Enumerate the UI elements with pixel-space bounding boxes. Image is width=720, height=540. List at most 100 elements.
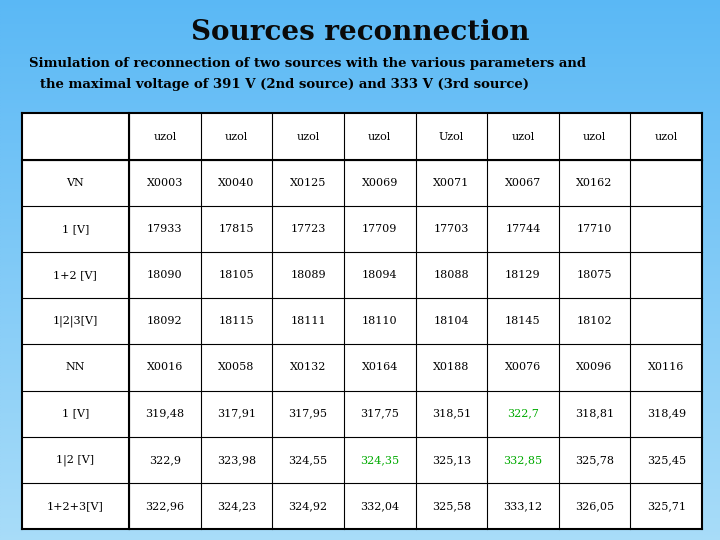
Text: 324,35: 324,35	[360, 455, 400, 465]
Bar	[0, 402, 720, 405]
Bar	[0, 281, 720, 284]
Text: 1 [V]: 1 [V]	[62, 409, 89, 419]
Bar	[0, 513, 720, 516]
Bar	[0, 454, 720, 456]
Bar	[0, 43, 720, 46]
Text: uzol: uzol	[225, 132, 248, 141]
Text: Sources reconnection: Sources reconnection	[191, 19, 529, 46]
Bar	[0, 397, 720, 400]
Bar	[0, 394, 720, 397]
Bar	[0, 446, 720, 448]
Text: uzol: uzol	[368, 132, 392, 141]
Bar	[0, 440, 720, 443]
Bar	[0, 356, 720, 359]
Bar	[0, 127, 720, 130]
Bar	[0, 130, 720, 132]
Bar	[0, 5, 720, 8]
Bar	[0, 213, 720, 216]
Bar	[0, 505, 720, 508]
Bar	[0, 370, 720, 373]
Bar	[0, 367, 720, 370]
Text: 18092: 18092	[147, 316, 183, 326]
Text: 18088: 18088	[433, 270, 469, 280]
Bar	[0, 502, 720, 505]
Text: 18129: 18129	[505, 270, 541, 280]
Bar	[0, 292, 720, 294]
Bar	[0, 232, 720, 235]
Bar	[0, 481, 720, 483]
Bar	[0, 427, 720, 429]
Bar	[0, 167, 720, 170]
Text: 317,95: 317,95	[289, 409, 328, 419]
Bar	[0, 227, 720, 229]
Bar	[0, 332, 720, 335]
Bar	[0, 297, 720, 300]
Bar	[0, 8, 720, 11]
Text: X0164: X0164	[361, 362, 398, 373]
Bar	[0, 146, 720, 148]
Text: 325,78: 325,78	[575, 455, 614, 465]
Bar	[0, 319, 720, 321]
Text: 18094: 18094	[362, 270, 397, 280]
Bar	[0, 246, 720, 248]
Bar	[0, 57, 720, 59]
Bar	[0, 489, 720, 491]
Bar	[0, 173, 720, 176]
Bar	[0, 383, 720, 386]
Text: 17933: 17933	[147, 224, 183, 234]
Bar	[0, 491, 720, 494]
Bar	[0, 165, 720, 167]
Bar	[0, 113, 720, 116]
Bar	[0, 521, 720, 524]
Bar	[0, 462, 720, 464]
Bar	[0, 392, 720, 394]
Bar	[0, 529, 720, 532]
Bar	[0, 389, 720, 392]
Bar	[0, 122, 720, 124]
Bar	[0, 176, 720, 178]
Text: 319,48: 319,48	[145, 409, 184, 419]
Bar	[0, 68, 720, 70]
Text: X0116: X0116	[648, 362, 685, 373]
Bar	[0, 340, 720, 343]
Text: uzol: uzol	[153, 132, 176, 141]
Bar	[0, 316, 720, 319]
Text: 324,92: 324,92	[289, 501, 328, 511]
Bar	[0, 335, 720, 338]
Bar	[0, 302, 720, 305]
Text: 323,98: 323,98	[217, 455, 256, 465]
Bar	[0, 105, 720, 108]
Bar	[0, 375, 720, 378]
Bar	[0, 240, 720, 243]
Bar	[0, 235, 720, 238]
Bar	[0, 189, 720, 192]
Bar	[0, 267, 720, 270]
Text: 18102: 18102	[577, 316, 613, 326]
Bar	[0, 49, 720, 51]
Bar	[0, 151, 720, 154]
Bar	[0, 351, 720, 354]
Bar	[0, 327, 720, 329]
Bar	[0, 348, 720, 351]
Text: 332,85: 332,85	[503, 455, 542, 465]
Bar	[0, 284, 720, 286]
Bar	[0, 219, 720, 221]
Bar	[0, 86, 720, 89]
Text: 18115: 18115	[219, 316, 254, 326]
Text: 18110: 18110	[362, 316, 397, 326]
Text: 325,45: 325,45	[647, 455, 685, 465]
Bar	[0, 294, 720, 297]
Bar	[0, 475, 720, 478]
Bar	[0, 421, 720, 424]
Text: X0188: X0188	[433, 362, 469, 373]
Text: 322,96: 322,96	[145, 501, 184, 511]
Bar	[0, 62, 720, 65]
Bar	[0, 313, 720, 316]
Text: 17744: 17744	[505, 224, 541, 234]
Text: 18090: 18090	[147, 270, 183, 280]
Bar	[0, 256, 720, 259]
Bar	[0, 437, 720, 440]
Bar	[0, 305, 720, 308]
Bar	[0, 508, 720, 510]
Bar	[0, 35, 720, 38]
